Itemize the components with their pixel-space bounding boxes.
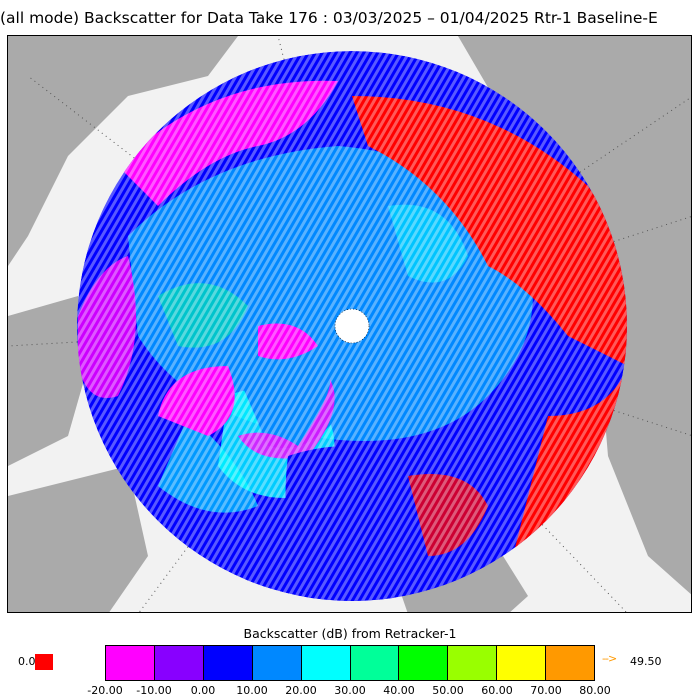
colorbar-box-0 — [106, 646, 155, 680]
colorbar-box-8 — [497, 646, 547, 680]
colorbar-box-3 — [252, 646, 302, 680]
map-canvas — [8, 36, 691, 612]
colorbar-box-4 — [301, 646, 351, 680]
polar-map — [7, 35, 692, 613]
colorbar-tick-label: 0.00 — [190, 684, 216, 697]
over-range-label: 49.50 — [630, 655, 662, 668]
colorbar-tick-label: 60.00 — [481, 684, 513, 697]
colorbar-tick-label: 20.00 — [285, 684, 317, 697]
colorbar-tick-label: 30.00 — [334, 684, 366, 697]
colorbar-box-5 — [350, 646, 400, 680]
colorbar-tick-label: -10.00 — [136, 684, 172, 697]
colorbar-box-9 — [546, 646, 595, 680]
pole-marker — [335, 309, 369, 343]
colorbar-title: Backscatter (dB) from Retracker-1 — [243, 626, 457, 641]
colorbar-tick-label: 10.00 — [236, 684, 268, 697]
colorbar-tick-label: -20.00 — [87, 684, 123, 697]
over-range-arrow-icon: --> — [602, 652, 617, 665]
under-range-swatch — [35, 654, 53, 670]
colorbar-tick-label: 70.00 — [530, 684, 562, 697]
colorbar — [105, 645, 595, 681]
colorbar-tick-label: 50.00 — [432, 684, 464, 697]
colorbar-tick-label: 80.00 — [579, 684, 611, 697]
colorbar-box-7 — [448, 646, 498, 680]
under-range-label: 0.0 — [18, 655, 36, 668]
colorbar-box-2 — [203, 646, 253, 680]
chart-title: (all mode) Backscatter for Data Take 176… — [0, 9, 658, 27]
colorbar-tick-label: 40.00 — [383, 684, 415, 697]
colorbar-box-6 — [399, 646, 449, 680]
colorbar-ticks: -20.00 -10.00 0.00 10.00 20.00 30.00 40.00 50.0… — [87, 684, 610, 698]
colorbar-box-1 — [154, 646, 204, 680]
